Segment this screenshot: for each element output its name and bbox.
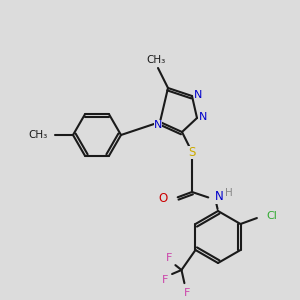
Text: Cl: Cl	[266, 211, 278, 221]
Text: CH₃: CH₃	[146, 55, 166, 65]
Text: N: N	[194, 90, 202, 100]
Text: N: N	[154, 120, 162, 130]
Text: S: S	[188, 146, 196, 158]
Text: N: N	[215, 190, 224, 203]
Text: N: N	[199, 112, 207, 122]
Text: F: F	[162, 275, 169, 285]
Text: H: H	[225, 188, 233, 198]
Text: CH₃: CH₃	[29, 130, 48, 140]
Text: F: F	[184, 288, 191, 298]
Text: O: O	[159, 193, 168, 206]
Text: F: F	[166, 253, 173, 263]
